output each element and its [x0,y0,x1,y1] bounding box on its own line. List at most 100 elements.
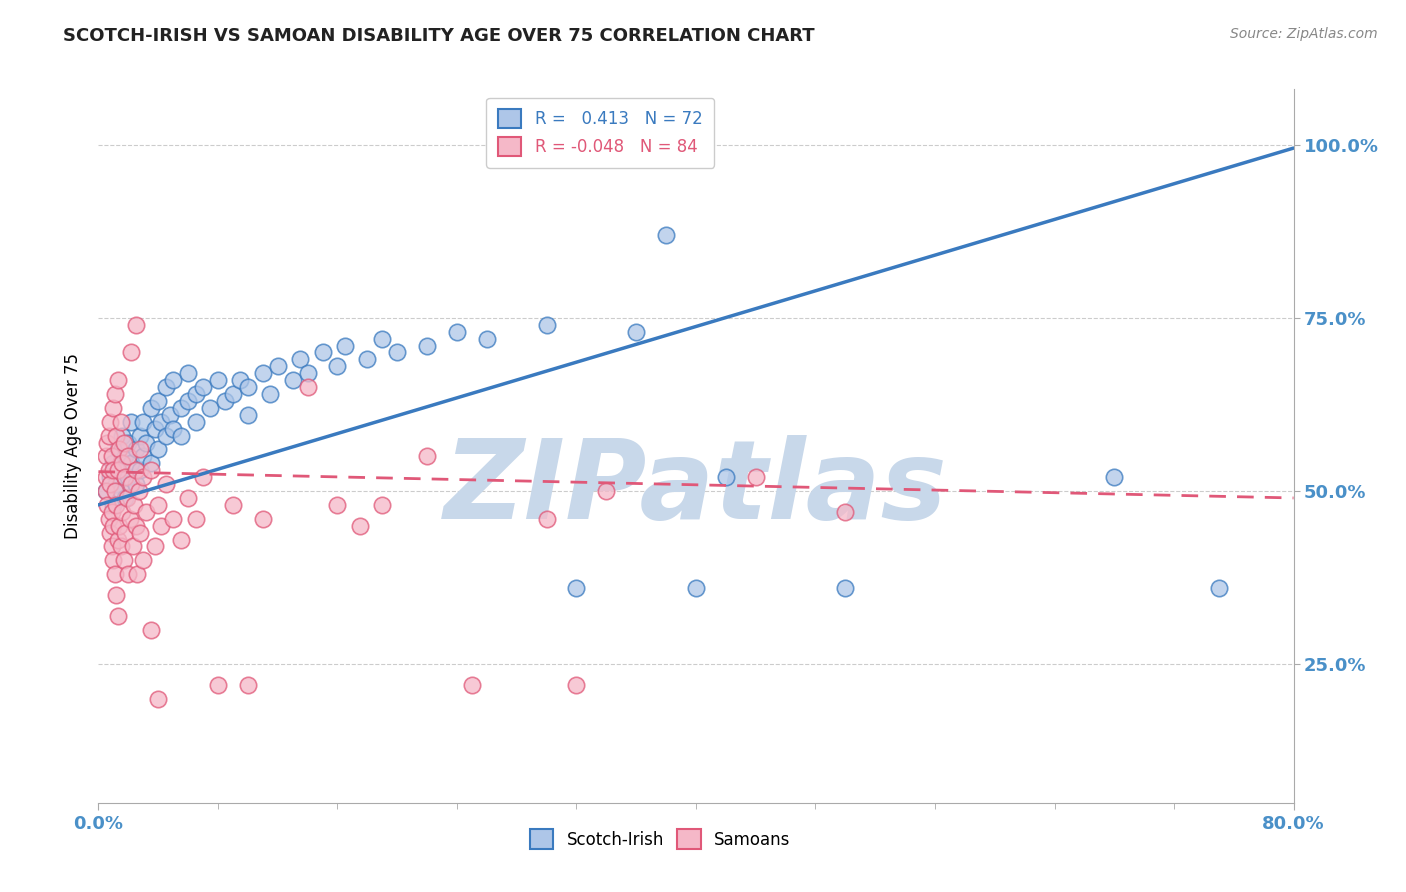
Point [148,394,170,409]
Point [110,415,132,429]
Point [104,387,127,401]
Point [834,505,856,519]
Point [111,428,134,442]
Point [97,512,120,526]
Point [745,470,768,484]
Point [108,442,131,457]
Point [143,422,166,436]
Point [714,470,737,484]
Point [155,477,177,491]
Point [98,477,122,491]
Point [148,442,170,457]
Point [177,394,200,409]
Point [128,483,150,498]
Point [129,428,152,442]
Point [236,380,259,394]
Point [229,373,252,387]
Point [1208,581,1230,595]
Point [326,359,349,374]
Point [169,401,191,415]
Point [114,470,136,484]
Y-axis label: Disability Age Over 75: Disability Age Over 75 [65,353,83,539]
Point [184,387,207,401]
Point [139,456,162,470]
Point [117,450,139,464]
Point [127,567,149,582]
Point [834,581,856,595]
Point [461,678,484,692]
Point [207,678,229,692]
Point [207,373,229,387]
Point [416,338,439,352]
Point [129,463,152,477]
Point [97,463,120,477]
Point [107,373,129,387]
Point [536,512,558,526]
Point [297,380,319,394]
Point [117,435,139,450]
Point [114,450,136,464]
Point [446,325,468,339]
Point [101,505,124,519]
Point [148,498,170,512]
Point [129,525,152,540]
Point [115,491,138,505]
Point [105,428,128,442]
Point [159,408,181,422]
Point [132,450,155,464]
Point [1104,470,1126,484]
Point [326,498,349,512]
Point [626,325,648,339]
Point [162,422,184,436]
Point [105,588,128,602]
Point [94,470,117,484]
Point [655,227,678,242]
Point [132,415,155,429]
Point [107,608,129,623]
Point [103,463,125,477]
Point [110,540,132,554]
Point [135,505,157,519]
Point [101,450,124,464]
Text: ZIPatlas: ZIPatlas [444,435,948,542]
Point [184,415,207,429]
Point [135,435,157,450]
Point [96,498,118,512]
Point [103,456,125,470]
Point [110,463,132,477]
Point [281,373,304,387]
Point [259,387,281,401]
Legend: Scotch-Irish, Samoans: Scotch-Irish, Samoans [520,820,800,859]
Point [475,332,498,346]
Point [311,345,333,359]
Point [685,581,707,595]
Point [96,435,118,450]
Point [143,540,166,554]
Point [371,498,394,512]
Point [214,394,236,409]
Point [110,483,132,498]
Point [103,553,125,567]
Point [94,483,117,498]
Point [104,483,127,498]
Point [200,401,222,415]
Point [416,450,439,464]
Point [333,338,356,352]
Point [118,512,141,526]
Point [162,373,184,387]
Point [120,415,142,429]
Point [120,477,142,491]
Point [112,435,135,450]
Point [155,380,177,394]
Point [112,553,135,567]
Point [565,581,588,595]
Point [125,463,148,477]
Point [371,332,394,346]
Point [148,691,170,706]
Point [107,463,129,477]
Point [150,518,173,533]
Point [98,415,122,429]
Point [356,352,378,367]
Point [111,505,134,519]
Point [222,498,245,512]
